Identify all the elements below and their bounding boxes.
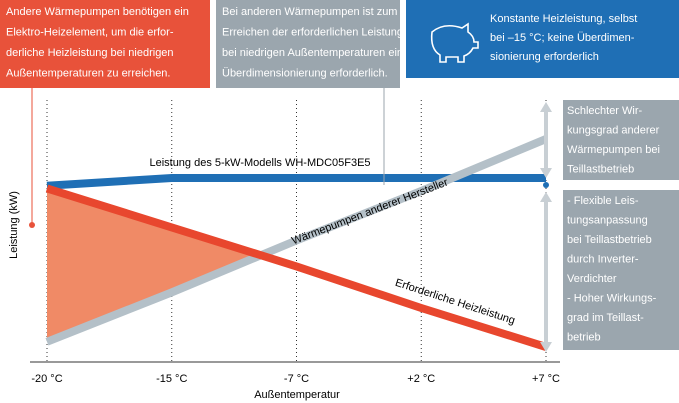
info-text: Überdimensionierung erforderlich.	[222, 67, 388, 79]
info-text: Elektro-Heizelement, um die erfor-	[6, 26, 174, 38]
side-text: Schlechter Wir-	[567, 105, 643, 117]
info-text: Bei anderen Wärmepumpen ist zum	[222, 6, 397, 18]
side-text: - Flexible Leis-	[567, 195, 639, 207]
info-text: derliche Heizleistung bei niedrigen	[6, 47, 174, 59]
side-text: bei Teillastbetrieb	[567, 234, 652, 246]
series-line	[45, 135, 548, 346]
arrow-head	[540, 192, 552, 202]
info-text: bei –15 °C; keine Überdimen-	[490, 32, 635, 44]
icon	[430, 22, 479, 63]
x-tick-label: +7 °C	[532, 373, 560, 385]
x-tick-label: -7 °C	[284, 373, 309, 385]
side-box	[563, 190, 679, 350]
side-box	[563, 100, 679, 180]
side-text: Wärmepumpen bei	[567, 144, 660, 156]
side-text: Teillastbetrieb	[567, 163, 634, 175]
series-line	[45, 184, 548, 351]
y-axis-title: Leistung (kW)	[8, 191, 20, 259]
info-box	[0, 0, 210, 88]
callout-dot	[543, 182, 549, 188]
x-tick-label: -20 °C	[31, 373, 62, 385]
info-text: Außentemperaturen zu erreichen.	[6, 67, 170, 79]
x-tick-label: +2 °C	[407, 373, 435, 385]
callout-dot	[29, 222, 35, 228]
info-text: Andere Wärmepumpen benötigen ein	[6, 6, 189, 18]
arrow-head	[540, 168, 552, 178]
side-text: betrieb	[567, 331, 601, 343]
info-text: Konstante Heizleistung, selbst	[490, 13, 637, 25]
side-text: Verdichter	[567, 273, 617, 285]
series-line	[46, 174, 546, 190]
info-text: Erreichen der erforderlichen Leistung	[222, 26, 403, 38]
x-axis-title: Außentemperatur	[254, 389, 340, 401]
info-text: sionierung erforderlich	[490, 51, 599, 63]
side-text: kungsgrad anderer	[567, 124, 660, 136]
side-text: grad im Teillast-	[567, 312, 644, 324]
info-text: bei niedrigen Außentemperaturen eine	[222, 47, 409, 59]
side-text: tungsanpassung	[567, 214, 648, 226]
side-text: durch Inverter-	[567, 253, 639, 265]
series-label: Leistung des 5-kW-Modells WH-MDC05F3E5	[149, 157, 370, 169]
info-box	[406, 0, 679, 78]
info-box	[216, 0, 400, 88]
x-tick-label: -15 °C	[156, 373, 187, 385]
series-label: Wärmepumpen anderer Hersteller	[290, 176, 450, 247]
side-text: - Hoher Wirkungs-	[567, 292, 657, 304]
arrow-head	[540, 102, 552, 112]
arrow-head	[540, 342, 552, 352]
gap-area	[47, 188, 261, 342]
